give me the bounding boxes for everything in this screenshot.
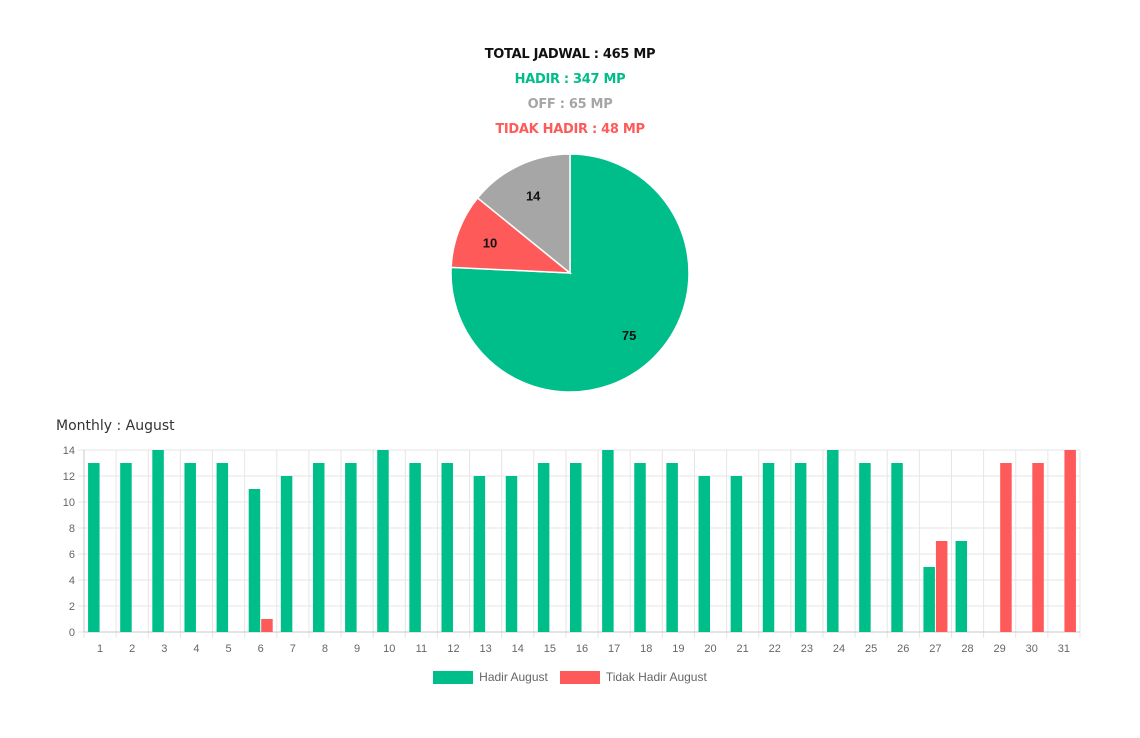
bar-hadir-day-8[interactable] xyxy=(312,463,325,632)
bar-hadir-day-27[interactable] xyxy=(923,567,935,632)
bar-hadir-day-3[interactable] xyxy=(152,450,164,632)
x-tick-label: 30 xyxy=(1026,643,1038,655)
x-tick-label: 11 xyxy=(416,643,427,655)
bar-hadir-day-5[interactable] xyxy=(216,463,229,632)
x-tick-label: 17 xyxy=(608,643,620,655)
y-tick-label: 10 xyxy=(63,497,75,509)
x-tick-label: 5 xyxy=(226,643,232,655)
x-tick-label: 14 xyxy=(512,643,524,655)
pie-slice-off[interactable] xyxy=(476,153,571,275)
x-tick-label: 9 xyxy=(354,643,360,655)
bar-hadir-day-13[interactable] xyxy=(473,476,486,632)
legend-swatch-hadir xyxy=(433,670,474,684)
x-tick-label: 13 xyxy=(479,643,491,655)
x-tick-label: 20 xyxy=(704,643,716,655)
bar-tidak-hadir-day-31[interactable] xyxy=(1064,450,1076,632)
legend-swatch-tidak-hadir xyxy=(559,670,600,684)
monthly-chart-title: Monthly : August xyxy=(56,418,175,434)
bar-chart-legend: Hadir August Tidak Hadir August xyxy=(0,670,1140,684)
pie-label-hadir: 75 xyxy=(622,328,636,343)
bar-tidak-hadir-day-30[interactable] xyxy=(1032,463,1044,632)
x-tick-label: 10 xyxy=(383,643,395,655)
legend-label-hadir: Hadir August xyxy=(479,670,548,684)
y-tick-label: 2 xyxy=(69,601,75,613)
bar-hadir-day-24[interactable] xyxy=(827,450,839,632)
bar-hadir-day-20[interactable] xyxy=(698,476,711,632)
present-count-text: HADIR : 347 MP xyxy=(514,72,626,87)
x-tick-label: 4 xyxy=(193,643,199,655)
bar-tidak-hadir-day-29[interactable] xyxy=(1000,463,1012,632)
legend-item-hadir[interactable]: Hadir August xyxy=(433,670,548,684)
bar-hadir-day-14[interactable] xyxy=(505,476,518,632)
absent-count-text: TIDAK HADIR : 48 MP xyxy=(495,122,645,137)
x-tick-label: 12 xyxy=(447,643,459,655)
bar-hadir-day-15[interactable] xyxy=(537,463,550,632)
x-tick-label: 31 xyxy=(1058,643,1070,655)
x-tick-label: 22 xyxy=(769,643,781,655)
bar-hadir-day-2[interactable] xyxy=(120,463,132,632)
x-tick-label: 26 xyxy=(897,643,909,655)
y-tick-label: 12 xyxy=(63,471,75,483)
x-tick-label: 25 xyxy=(865,643,877,655)
pie-label-off: 14 xyxy=(526,189,541,204)
x-tick-label: 24 xyxy=(833,643,845,655)
legend-item-tidak-hadir[interactable]: Tidak Hadir August xyxy=(559,670,707,684)
bar-hadir-day-6[interactable] xyxy=(248,489,261,632)
bar-hadir-day-10[interactable] xyxy=(377,450,389,632)
x-tick-label: 15 xyxy=(544,643,556,655)
bar-hadir-day-23[interactable] xyxy=(794,463,807,632)
x-tick-label: 19 xyxy=(672,643,684,655)
attendance-pie-chart: 75 10 14 xyxy=(450,153,690,393)
bar-hadir-day-11[interactable] xyxy=(409,463,421,632)
x-tick-label: 29 xyxy=(994,643,1006,655)
total-schedule-text: TOTAL JADWAL : 465 MP xyxy=(484,47,656,62)
bar-hadir-day-1[interactable] xyxy=(88,463,100,632)
bar-hadir-day-12[interactable] xyxy=(441,463,453,632)
x-tick-label: 27 xyxy=(929,643,941,655)
legend-label-tidak-hadir: Tidak Hadir August xyxy=(605,670,707,684)
x-tick-label: 21 xyxy=(737,643,749,655)
bar-tidak-hadir-day-27[interactable] xyxy=(935,541,948,632)
x-tick-label: 6 xyxy=(258,643,264,655)
bar-hadir-day-4[interactable] xyxy=(184,463,196,632)
y-tick-label: 0 xyxy=(69,627,75,639)
bar-hadir-day-26[interactable] xyxy=(891,463,903,632)
off-count-text: OFF : 65 MP xyxy=(527,97,613,112)
bar-hadir-day-21[interactable] xyxy=(730,476,743,632)
x-tick-label: 2 xyxy=(129,643,135,655)
pie-slice-tidak-hadir[interactable] xyxy=(450,196,573,274)
x-tick-label: 16 xyxy=(576,643,588,655)
bar-hadir-day-28[interactable] xyxy=(955,541,968,632)
attendance-summary: TOTAL JADWAL : 465 MP HADIR : 347 MP OFF… xyxy=(0,42,1140,142)
x-tick-label: 1 xyxy=(97,643,103,655)
y-tick-label: 6 xyxy=(69,549,75,561)
x-tick-label: 28 xyxy=(961,643,973,655)
y-tick-label: 4 xyxy=(69,575,75,587)
x-tick-label: 7 xyxy=(290,643,296,655)
pie-label-tidak-hadir: 10 xyxy=(483,235,497,250)
y-tick-label: 8 xyxy=(69,523,75,535)
bar-hadir-day-25[interactable] xyxy=(859,463,871,632)
x-tick-label: 3 xyxy=(161,643,167,655)
bar-hadir-day-9[interactable] xyxy=(345,463,357,632)
bar-hadir-day-22[interactable] xyxy=(762,463,775,632)
bar-hadir-day-19[interactable] xyxy=(666,463,678,632)
bar-hadir-day-18[interactable] xyxy=(634,463,646,632)
x-tick-label: 23 xyxy=(801,643,813,655)
x-tick-label: 18 xyxy=(640,643,652,655)
bar-hadir-day-17[interactable] xyxy=(602,450,614,632)
bar-hadir-day-16[interactable] xyxy=(570,463,582,632)
x-tick-label: 8 xyxy=(322,643,328,655)
bar-tidak-hadir-day-6[interactable] xyxy=(261,619,273,632)
y-tick-label: 14 xyxy=(63,445,75,457)
bar-hadir-day-7[interactable] xyxy=(280,476,293,632)
